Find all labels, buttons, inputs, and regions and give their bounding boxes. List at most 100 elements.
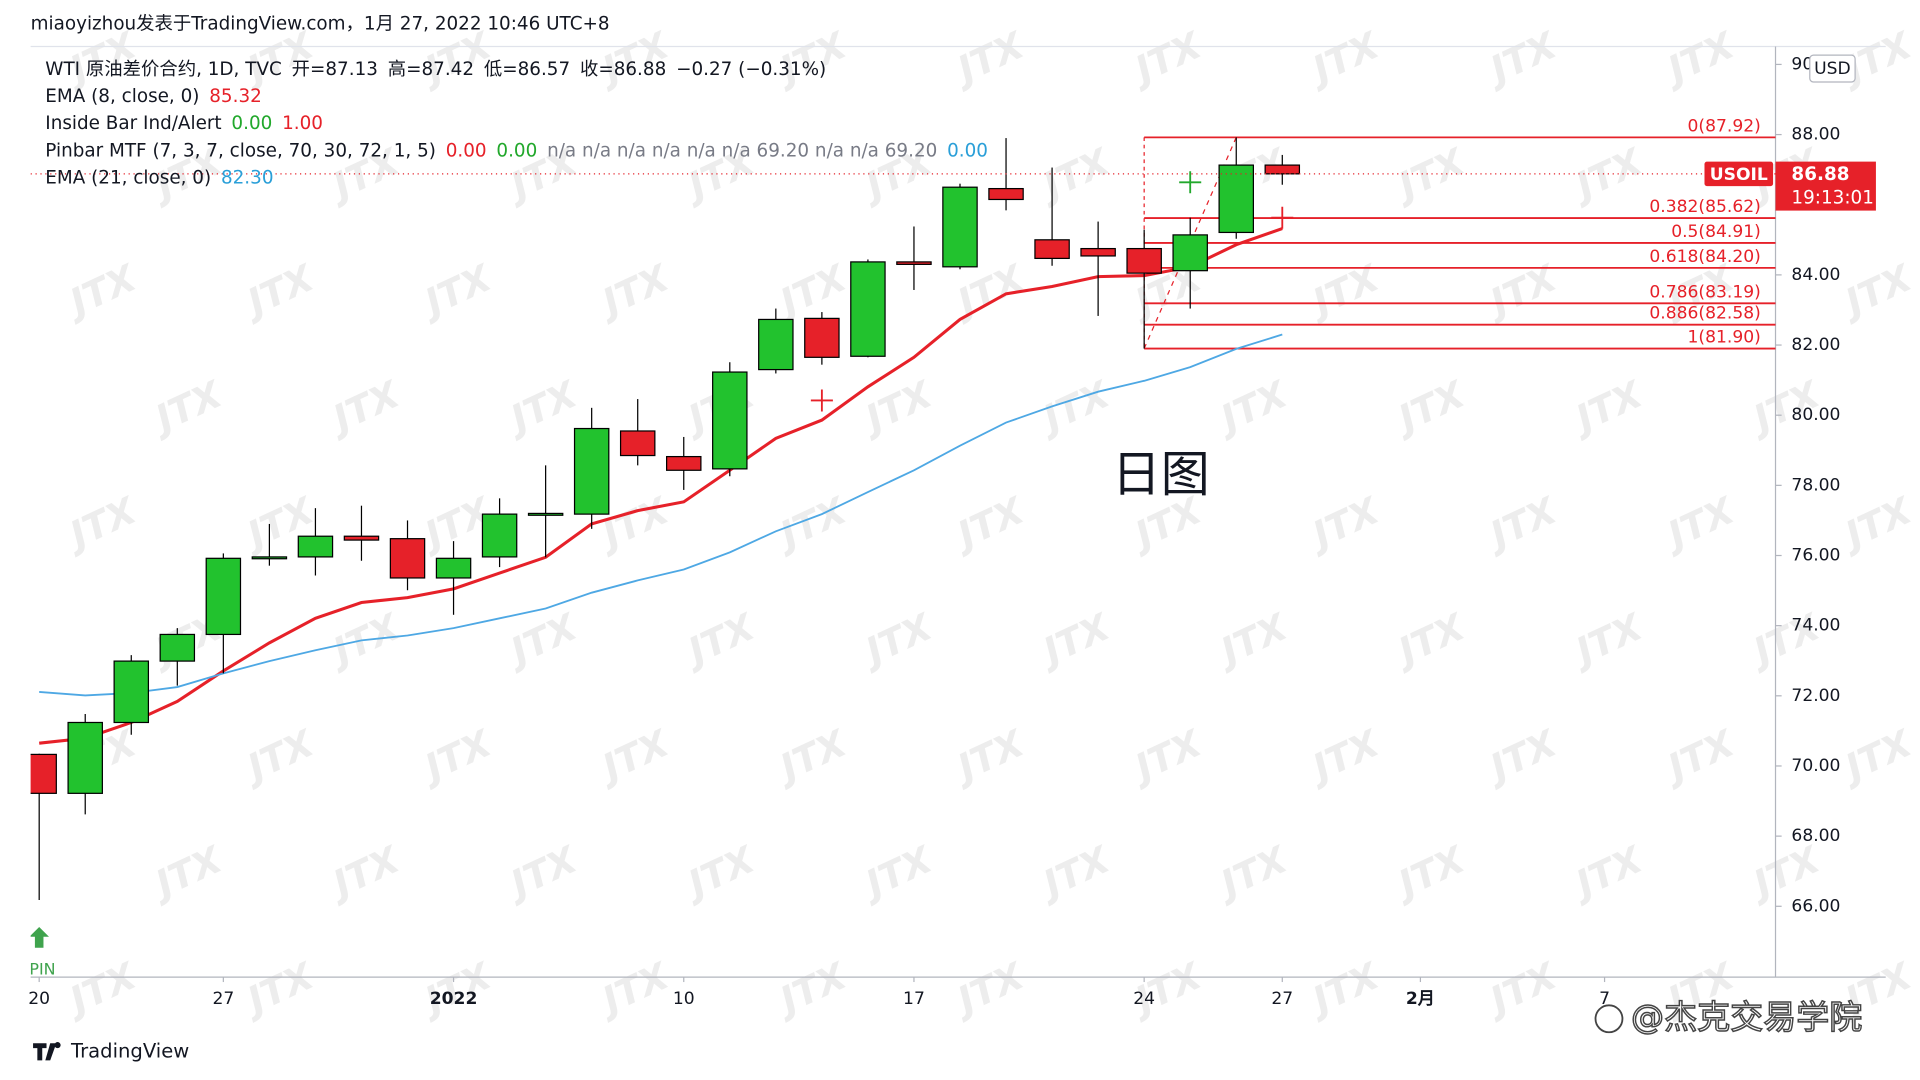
symbol-tag: USOIL xyxy=(1710,165,1768,185)
legend-row: Pinbar MTF (7, 3, 7, close, 70, 30, 72, … xyxy=(45,140,988,161)
legend-text: 低=86.57 xyxy=(484,59,570,80)
candle-body xyxy=(205,557,242,636)
y-tick-label: 84.00 xyxy=(1791,265,1840,285)
candle-body xyxy=(1218,164,1254,234)
candle-body xyxy=(297,535,334,558)
pin-arrow xyxy=(30,926,49,948)
legend-text: −0.27 (−0.31%) xyxy=(676,59,826,80)
candle-body xyxy=(343,535,380,541)
candle-body xyxy=(67,721,103,794)
brand-logo xyxy=(33,1042,61,1061)
legend-row: EMA (8, close, 0) 85.32 xyxy=(45,86,262,107)
x-tick-label: 2022 xyxy=(430,989,478,1009)
candle-body xyxy=(804,317,840,358)
overlay: 66.0068.0070.0072.0074.0076.0078.0080.00… xyxy=(28,54,1876,1009)
candle-body xyxy=(896,261,932,265)
y-tick-label: 78.00 xyxy=(1791,475,1840,495)
currency: USD xyxy=(1814,59,1851,79)
candle-body xyxy=(850,261,886,357)
ema-line xyxy=(39,227,1283,745)
candle-body xyxy=(159,633,196,662)
candle-body xyxy=(1264,164,1301,175)
fib-label: 1(81.90) xyxy=(1688,328,1761,348)
fib-label: 0.886(82.58) xyxy=(1649,304,1760,324)
candle-body xyxy=(435,557,472,579)
legend-text: 85.32 xyxy=(209,86,262,107)
candle-body xyxy=(389,538,426,579)
x-tick-label: 7 xyxy=(1599,989,1610,1009)
candle-body xyxy=(619,430,656,457)
x-tick-label: 24 xyxy=(1133,989,1155,1009)
x-tick-label: 27 xyxy=(1271,989,1293,1009)
y-tick-label: 70.00 xyxy=(1791,756,1840,776)
candle-body xyxy=(1034,239,1070,260)
y-tick-label: 74.00 xyxy=(1791,616,1840,636)
countdown: 19:13:01 xyxy=(1791,187,1873,208)
y-tick-label: 80.00 xyxy=(1791,405,1840,425)
candle-body xyxy=(113,660,150,724)
legend-text: 0.00 xyxy=(231,113,272,134)
x-tick-label: 20 xyxy=(28,989,50,1009)
candle-body xyxy=(1126,247,1162,274)
credit: @杰克交易学院 xyxy=(1631,997,1862,1036)
legend-text: 高=87.42 xyxy=(388,59,474,80)
candle-body xyxy=(988,187,1024,201)
candle-body xyxy=(573,427,610,515)
candle-body xyxy=(942,186,978,268)
fib-label: 0(87.92) xyxy=(1688,116,1761,136)
candle-body xyxy=(666,455,702,471)
legend-text: 82.30 xyxy=(221,168,274,189)
legend-text: Pinbar MTF (7, 3, 7, close, 70, 30, 72, … xyxy=(45,140,436,161)
candle-body xyxy=(1080,247,1116,257)
fib-label: 0.786(83.19) xyxy=(1649,282,1760,302)
fib-label: 0.382(85.62) xyxy=(1649,197,1760,217)
legend-row: WTI 原油差价合约, 1D, TVC 开=87.13 高=87.42 低=86.57… xyxy=(45,59,826,80)
y-tick-label: 88.00 xyxy=(1791,125,1840,145)
price-tag: 86.88 xyxy=(1791,164,1849,185)
annotation: 日图 xyxy=(1112,446,1210,503)
credit-icon xyxy=(1594,1004,1624,1034)
legend-text: EMA (8, close, 0) xyxy=(45,86,199,107)
candle-body xyxy=(758,318,794,371)
candle-body xyxy=(481,513,518,558)
legend-text: 0.00 xyxy=(496,140,537,161)
y-tick-label: 66.00 xyxy=(1791,896,1840,916)
legend-text: 0.00 xyxy=(947,140,988,161)
fib-label: 0.618(84.20) xyxy=(1649,247,1760,267)
x-tick-label: 2月 xyxy=(1406,989,1435,1009)
ema-line xyxy=(39,333,1283,697)
x-tick-label: 17 xyxy=(903,989,925,1009)
legend-row: Inside Bar Ind/Alert 0.00 1.00 xyxy=(45,113,323,134)
legend-text: 收=86.88 xyxy=(580,59,666,80)
legend-text: WTI 原油差价合约, 1D, TVC xyxy=(45,59,282,80)
legend-row: EMA (21, close, 0) 82.30 xyxy=(45,168,273,189)
x-tick-label: 10 xyxy=(673,989,695,1009)
signal-cross xyxy=(1271,206,1294,229)
y-tick-label: 68.00 xyxy=(1791,826,1840,846)
plot: 0(87.92) 0.382(85.62) 0.5(84.91) 0.618(84.2… xyxy=(29,116,1776,978)
legend-text: 1.00 xyxy=(282,113,323,134)
signal-cross xyxy=(810,389,833,412)
candle-body xyxy=(30,753,57,794)
legend-text: n/a n/a n/a n/a n/a n/a 69.20 n/a n/a 69… xyxy=(547,140,937,161)
candle-body xyxy=(251,556,288,560)
y-tick-label: 72.00 xyxy=(1791,686,1840,706)
symbol-tag-bg xyxy=(1704,161,1774,187)
brand: TradingView xyxy=(70,1039,189,1062)
fib-label: 0.5(84.91) xyxy=(1671,222,1761,242)
legend-text: 0.00 xyxy=(446,140,487,161)
page-title: miaoyizhou发表于TradingView.com，1月 27, 2022… xyxy=(31,13,610,34)
candle-body xyxy=(527,512,564,516)
legend-text: EMA (21, close, 0) xyxy=(45,168,211,189)
pin-label: PIN xyxy=(29,959,55,978)
signal-cross xyxy=(1179,171,1202,194)
x-tick-label: 27 xyxy=(212,989,234,1009)
y-tick-label: 76.00 xyxy=(1791,546,1840,566)
candle-body xyxy=(1172,234,1208,272)
currency-box xyxy=(1809,54,1856,83)
legend-text: Inside Bar Ind/Alert xyxy=(45,113,221,134)
legend-text: 开=87.13 xyxy=(292,59,378,80)
candle-body xyxy=(712,371,748,470)
